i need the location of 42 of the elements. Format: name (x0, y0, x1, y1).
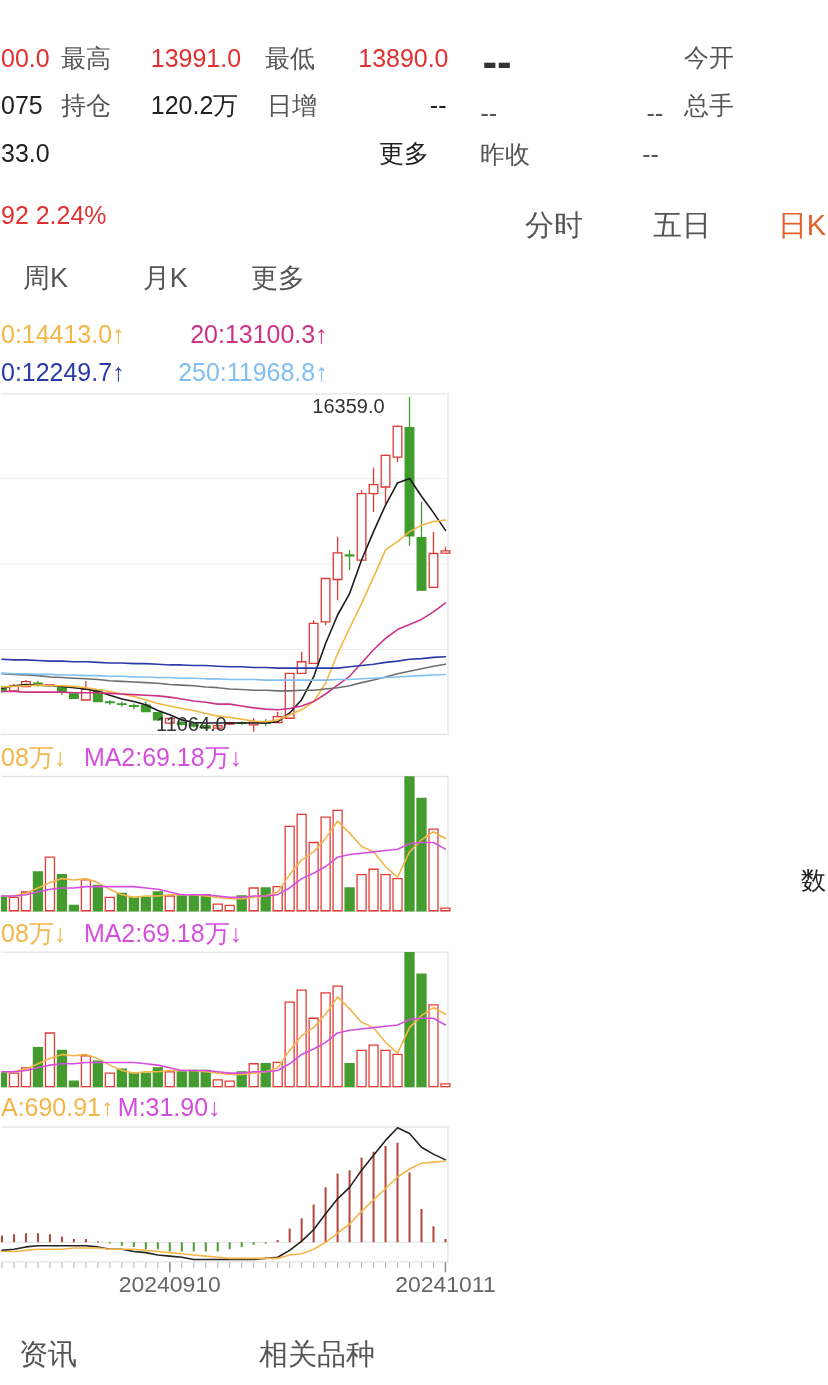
text: A:690.91↑ (1, 1093, 114, 1122)
x-tick-label: 20241011 (395, 1271, 496, 1298)
text: 昨收 (480, 139, 531, 168)
text: 分时 (525, 208, 584, 241)
text: 20:13100.3↑ (190, 320, 328, 349)
text: MA2:69.18万↓ (83, 918, 243, 947)
text: 资讯 (18, 1338, 77, 1371)
text: 五日 (653, 208, 712, 241)
text: 日K (777, 208, 826, 241)
text: 最高 (60, 43, 111, 72)
text: 250:11968.8↑ (178, 358, 328, 387)
text: 周K (22, 263, 68, 294)
text: 33.0 (1, 138, 50, 167)
x-tick-label: 20240910 (118, 1271, 221, 1298)
text: 08万↓ (1, 742, 67, 771)
text: MA2:69.18万↓ (83, 742, 243, 771)
text: 最低 (264, 43, 315, 72)
annotation: 16359.0 (312, 395, 385, 418)
text: 0:12249.7↑ (1, 358, 125, 387)
text: 13890.0 (358, 43, 449, 72)
text: 相关品种 (258, 1338, 375, 1371)
text: -- (480, 98, 498, 127)
text: 更多 (250, 263, 305, 294)
text: 120.2万 (150, 90, 239, 119)
text: 月K (142, 263, 188, 294)
text: 更多 (378, 138, 429, 167)
text: -- (482, 36, 512, 86)
text: 13991.0 (150, 43, 242, 72)
text: 075 (1, 90, 43, 119)
text: -- (646, 98, 664, 127)
text: -- (642, 139, 659, 168)
text: 持仓 (60, 90, 111, 119)
text: 00.0 (1, 43, 50, 72)
text: 08万↓ (1, 918, 67, 947)
text: 总手 (683, 90, 735, 119)
text: M:31.90↓ (117, 1093, 221, 1122)
text: 数 (801, 865, 826, 894)
text: -- (429, 90, 447, 119)
text: 0:14413.0↑ (1, 320, 125, 349)
text: 92 2.24% (1, 200, 107, 229)
text: 今开 (684, 42, 735, 71)
text: 日增 (266, 90, 317, 119)
